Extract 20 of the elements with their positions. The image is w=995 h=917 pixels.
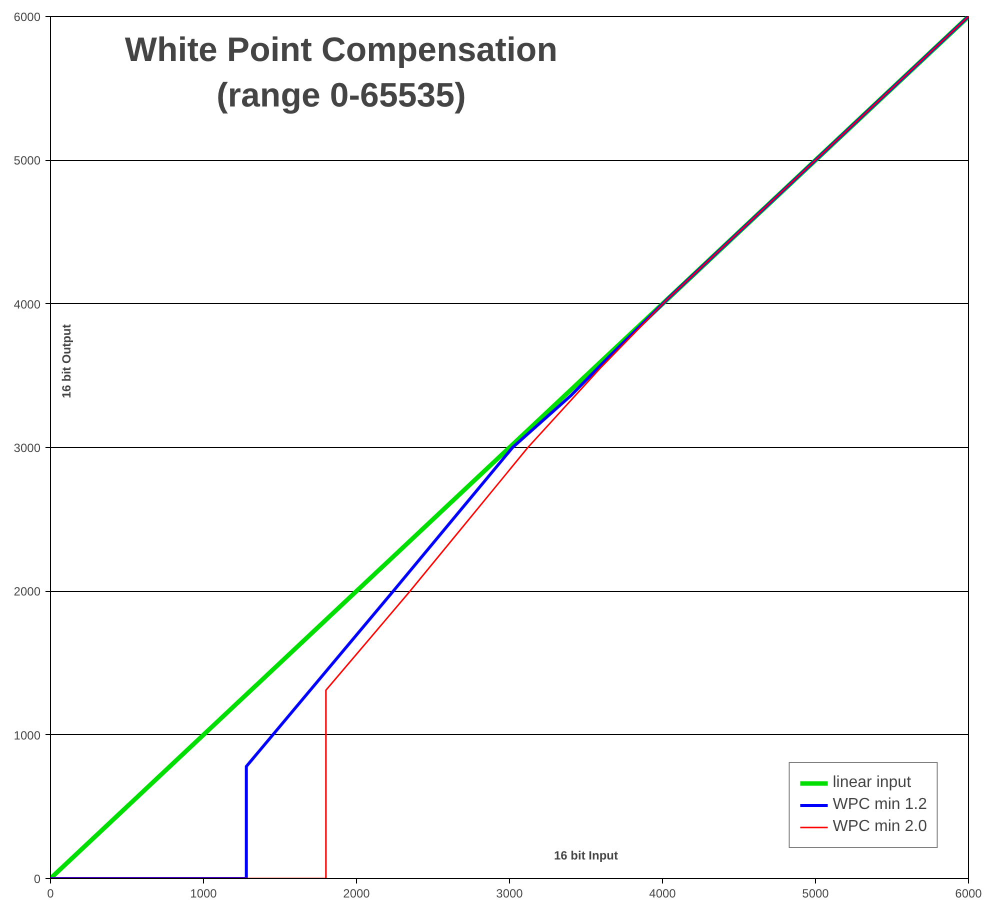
- y-tick-label: 4000: [14, 297, 41, 312]
- x-tick-label: 5000: [802, 886, 830, 900]
- y-tick-label: 6000: [14, 10, 41, 24]
- x-tick-label: 0: [47, 886, 54, 900]
- x-axis-title: 16 bit Input: [554, 848, 618, 863]
- y-tick-label: 0: [34, 872, 41, 886]
- x-tick-label: 4000: [649, 886, 676, 900]
- x-tick-label: 2000: [343, 886, 370, 900]
- y-tick-label: 3000: [14, 441, 41, 455]
- y-tick-label: 2000: [14, 584, 41, 599]
- y-axis-title: 16 bit Output: [59, 324, 74, 398]
- x-tick-label: 6000: [955, 886, 982, 900]
- x-tick-label: 1000: [190, 886, 218, 900]
- y-tick-label: 1000: [14, 728, 41, 742]
- legend-label: WPC min 1.2: [832, 796, 927, 814]
- x-tick-label: 3000: [496, 886, 524, 900]
- legend-label: WPC min 2.0: [832, 818, 927, 836]
- legend-label: linear input: [832, 774, 912, 792]
- text: White Point Compensation (range 0-65535): [124, 30, 558, 114]
- y-tick-label: 5000: [14, 154, 41, 168]
